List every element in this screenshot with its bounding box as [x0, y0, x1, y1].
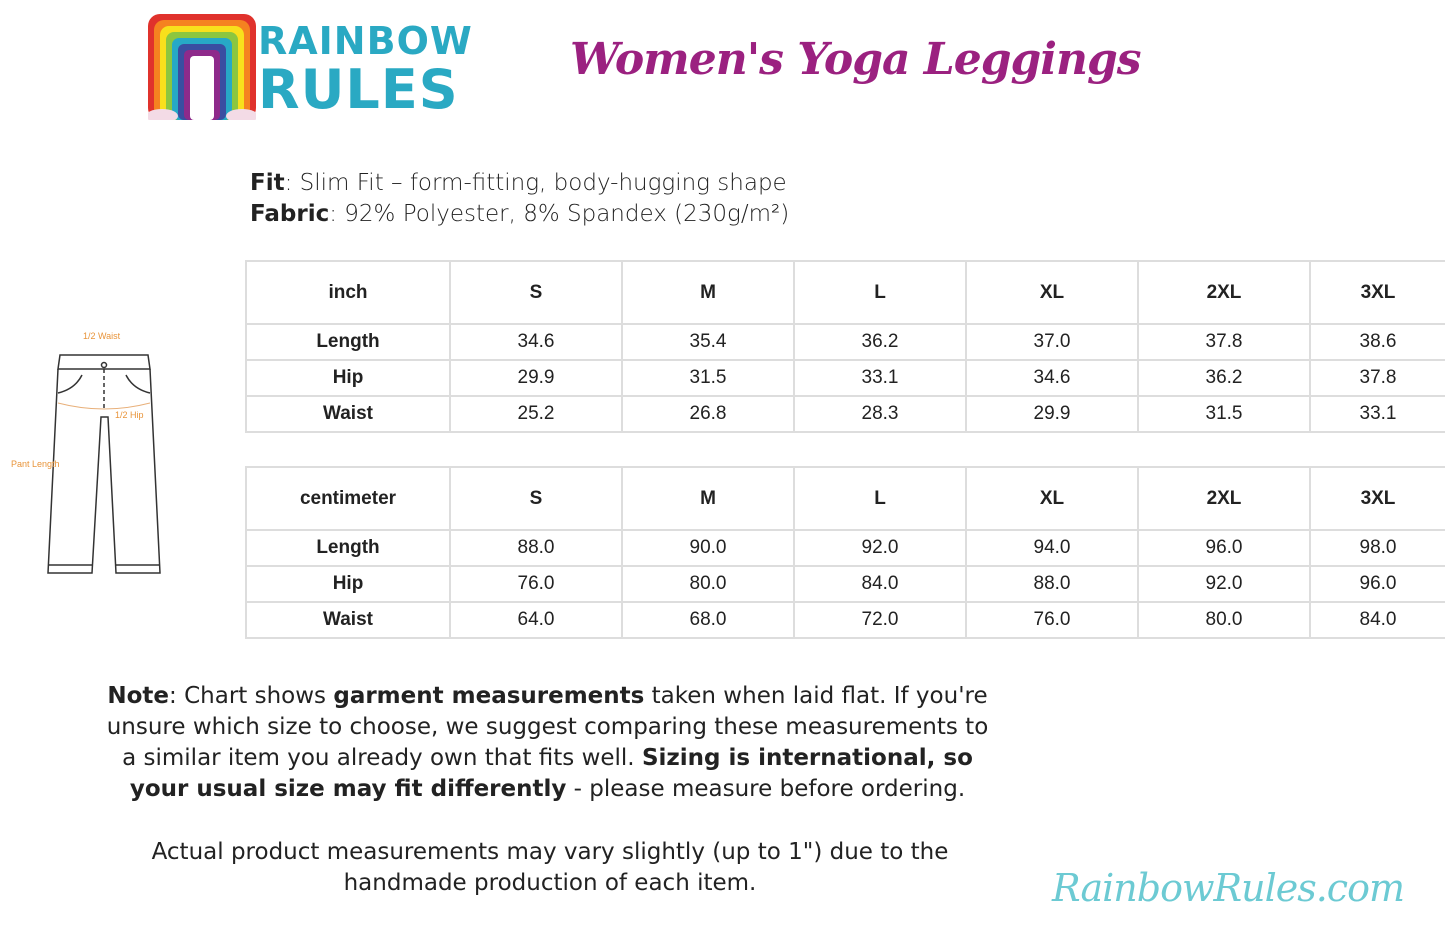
table-cell: 29.9 — [965, 395, 1139, 433]
logo-line2: RULES — [258, 58, 459, 121]
inch-size-table: inch S M L XL 2XL 3XL Length 34.6 35.4 36.2 37.0 37.… — [245, 260, 1445, 433]
table-cell: 37.0 — [965, 323, 1139, 361]
table-row: Waist 64.0 68.0 72.0 76.0 80.0 84.0 — [245, 601, 1445, 639]
table-cell: 37.8 — [1137, 323, 1311, 361]
website-logo: RainbowRules.com — [1052, 866, 1405, 910]
column-header: 3XL — [1309, 466, 1445, 531]
column-header: S — [449, 466, 623, 531]
column-header: L — [793, 260, 967, 325]
table-cell: 33.1 — [1309, 395, 1445, 433]
table-cell: 29.9 — [449, 359, 623, 397]
table-row: Waist 25.2 26.8 28.3 29.9 31.5 33.1 — [245, 395, 1445, 433]
waist-label: 1/2 Waist — [83, 331, 121, 341]
table-cell: 34.6 — [449, 323, 623, 361]
table-cell: 80.0 — [1137, 601, 1311, 639]
table-cell: 96.0 — [1137, 529, 1311, 567]
fabric-spec: Fabric: 92% Polyester, 8% Spandex (230g/… — [250, 201, 790, 227]
column-header: M — [621, 466, 795, 531]
fit-spec: Fit: Slim Fit – form-fitting, body-huggi… — [250, 170, 787, 196]
table-cell: 92.0 — [1137, 565, 1311, 603]
column-header: 3XL — [1309, 260, 1445, 325]
column-header: S — [449, 260, 623, 325]
header-row: inch S M L XL 2XL 3XL — [245, 260, 1445, 325]
table-cell: 90.0 — [621, 529, 795, 567]
row-label: Hip — [245, 565, 451, 603]
table-cell: 25.2 — [449, 395, 623, 433]
column-header: centimeter — [245, 466, 451, 531]
column-header: L — [793, 466, 967, 531]
pants-diagram: 1/2 Waist 1/2 Hip Pant Length — [11, 331, 161, 574]
logo-line1: RAINBOW — [258, 19, 473, 63]
table-cell: 64.0 — [449, 601, 623, 639]
header-row: centimeter S M L XL 2XL 3XL — [245, 466, 1445, 531]
table-cell: 68.0 — [621, 601, 795, 639]
table-row: Hip 76.0 80.0 84.0 88.0 92.0 96.0 — [245, 565, 1445, 603]
table-cell: 72.0 — [793, 601, 967, 639]
table-row: Length 34.6 35.4 36.2 37.0 37.8 38.6 — [245, 323, 1445, 361]
column-header: 2XL — [1137, 260, 1311, 325]
row-label: Length — [245, 529, 451, 567]
table-cell: 34.6 — [965, 359, 1139, 397]
column-header: M — [621, 260, 795, 325]
note-text: Note: Chart shows garment measurements t… — [106, 683, 989, 802]
table-cell: 84.0 — [1309, 601, 1445, 639]
table-cell: 76.0 — [449, 565, 623, 603]
table-cell: 31.5 — [1137, 395, 1311, 433]
table-cell: 36.2 — [793, 323, 967, 361]
page-title: Women's Yoga Leggings — [570, 34, 1142, 85]
table-row: Length 88.0 90.0 92.0 94.0 96.0 98.0 — [245, 529, 1445, 567]
hip-label: 1/2 Hip — [115, 410, 144, 420]
column-header: XL — [965, 466, 1139, 531]
table-cell: 36.2 — [1137, 359, 1311, 397]
table-cell: 35.4 — [621, 323, 795, 361]
rainbow-rules-logo: RAINBOW RULES — [148, 14, 472, 122]
column-header: inch — [245, 260, 451, 325]
table-row: Hip 29.9 31.5 33.1 34.6 36.2 37.8 — [245, 359, 1445, 397]
table-cell: 37.8 — [1309, 359, 1445, 397]
row-label: Hip — [245, 359, 451, 397]
cm-size-table: centimeter S M L XL 2XL 3XL Length 88.0 90.0 92.0 9… — [245, 466, 1445, 639]
table-cell: 92.0 — [793, 529, 967, 567]
table-cell: 88.0 — [965, 565, 1139, 603]
table-cell: 26.8 — [621, 395, 795, 433]
column-header: XL — [965, 260, 1139, 325]
table-cell: 76.0 — [965, 601, 1139, 639]
table-cell: 88.0 — [449, 529, 623, 567]
table-cell: 94.0 — [965, 529, 1139, 567]
table-cell: 80.0 — [621, 565, 795, 603]
table-cell: 28.3 — [793, 395, 967, 433]
row-label: Waist — [245, 395, 451, 433]
table-cell: 38.6 — [1309, 323, 1445, 361]
table-cell: 96.0 — [1309, 565, 1445, 603]
note-handmade: Actual product measurements may vary sli… — [151, 839, 949, 896]
length-label: Pant Length — [11, 459, 60, 469]
table-cell: 31.5 — [621, 359, 795, 397]
column-header: 2XL — [1137, 466, 1311, 531]
table-cell: 84.0 — [793, 565, 967, 603]
table-cell: 98.0 — [1309, 529, 1445, 567]
table-cell: 33.1 — [793, 359, 967, 397]
row-label: Length — [245, 323, 451, 361]
row-label: Waist — [245, 601, 451, 639]
rainbow-logo-icon — [148, 14, 256, 120]
